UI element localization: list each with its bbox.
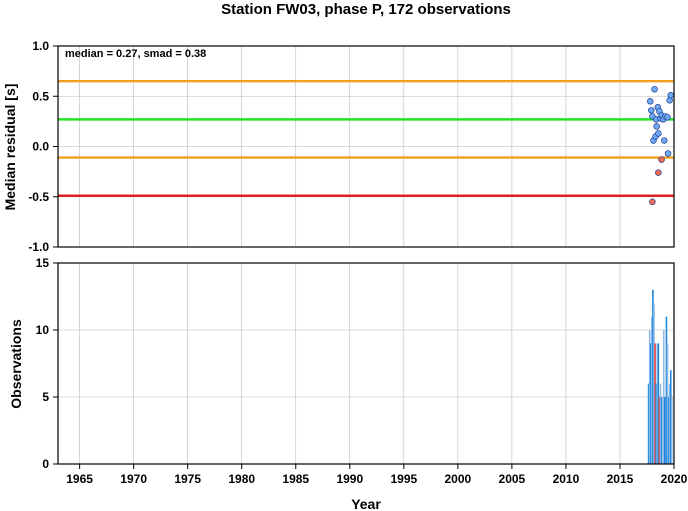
observations-tick-label: 15 bbox=[36, 256, 50, 270]
observation-bar bbox=[647, 383, 650, 464]
residual-tick-label: 0.0 bbox=[32, 140, 49, 154]
observation-bar bbox=[661, 397, 664, 464]
residual-grid bbox=[58, 45, 675, 248]
residual-point bbox=[655, 130, 662, 137]
year-tick-label: 2015 bbox=[607, 472, 634, 486]
residual-point bbox=[655, 169, 662, 176]
observation-bars bbox=[647, 289, 673, 464]
year-ticks: 1965 1970 1975 1980 1985 1990 1995 2000 2005 2010… bbox=[66, 464, 688, 486]
observations-grid bbox=[58, 262, 675, 465]
residual-points bbox=[646, 85, 675, 206]
residual-point bbox=[648, 107, 655, 114]
year-tick-label: 1990 bbox=[336, 472, 363, 486]
year-tick-label: 1970 bbox=[120, 472, 147, 486]
observation-bar bbox=[655, 383, 657, 464]
stats-annotation: median = 0.27, smad = 0.38 bbox=[65, 48, 206, 60]
residual-point bbox=[667, 91, 675, 99]
year-tick-label: 2000 bbox=[445, 472, 472, 486]
observation-bar bbox=[660, 397, 663, 464]
year-tick-label: 1980 bbox=[228, 472, 255, 486]
chart-title: Station FW03, phase P, 172 observations bbox=[221, 1, 511, 18]
observations-tick-label: 0 bbox=[42, 457, 49, 471]
residual-point bbox=[664, 114, 671, 121]
observation-bar bbox=[667, 397, 670, 464]
year-tick-label: 2010 bbox=[553, 472, 580, 486]
observation-bar bbox=[648, 330, 651, 464]
observation-bar bbox=[666, 343, 669, 464]
residual-point bbox=[653, 123, 660, 130]
residual-y-label: Median residual [s] bbox=[2, 84, 18, 211]
residual-point bbox=[646, 98, 654, 105]
observation-bar bbox=[651, 316, 653, 464]
observation-bar bbox=[669, 370, 672, 464]
observations-y-ticks: 0 5 10 15 bbox=[36, 256, 58, 471]
year-tick-label: 2020 bbox=[661, 472, 688, 486]
observations-y-label: Observations bbox=[8, 319, 24, 409]
observation-bar bbox=[654, 343, 656, 464]
observation-bar bbox=[664, 397, 666, 464]
residual-point bbox=[649, 198, 656, 206]
year-tick-label: 2005 bbox=[499, 472, 526, 486]
residual-plot-frame bbox=[57, 45, 675, 248]
residual-y-ticks: -1.0 -0.5 0.0 0.5 1.0 bbox=[28, 39, 58, 254]
observation-bar bbox=[658, 397, 661, 464]
residual-point bbox=[661, 137, 668, 144]
observations-tick-label: 10 bbox=[36, 323, 50, 337]
residual-point bbox=[651, 85, 658, 93]
observation-bar bbox=[652, 289, 654, 464]
year-tick-label: 1985 bbox=[282, 472, 309, 486]
observation-bar bbox=[656, 343, 659, 464]
observation-bar bbox=[653, 303, 655, 464]
observation-bar bbox=[659, 383, 662, 464]
residual-point bbox=[664, 150, 672, 157]
year-tick-label: 1975 bbox=[174, 472, 201, 486]
observation-bar bbox=[665, 316, 668, 464]
observation-bar bbox=[662, 330, 665, 464]
observation-bar bbox=[668, 383, 671, 464]
observation-bar bbox=[657, 343, 660, 464]
observations-tick-label: 5 bbox=[42, 390, 49, 404]
residual-tick-label: -0.5 bbox=[28, 190, 49, 204]
x-axis-label: Year bbox=[351, 496, 381, 511]
residual-tick-label: 1.0 bbox=[32, 39, 49, 53]
observations-plot-frame bbox=[57, 262, 675, 465]
reference-lines bbox=[58, 79, 674, 197]
residual-tick-label: 0.5 bbox=[32, 89, 49, 103]
observation-bar bbox=[649, 343, 652, 464]
year-tick-label: 1995 bbox=[390, 472, 417, 486]
year-tick-label: 1965 bbox=[66, 472, 93, 486]
residual-tick-label: -1.0 bbox=[28, 240, 49, 254]
residual-point bbox=[658, 156, 665, 163]
observation-bar bbox=[671, 397, 673, 464]
